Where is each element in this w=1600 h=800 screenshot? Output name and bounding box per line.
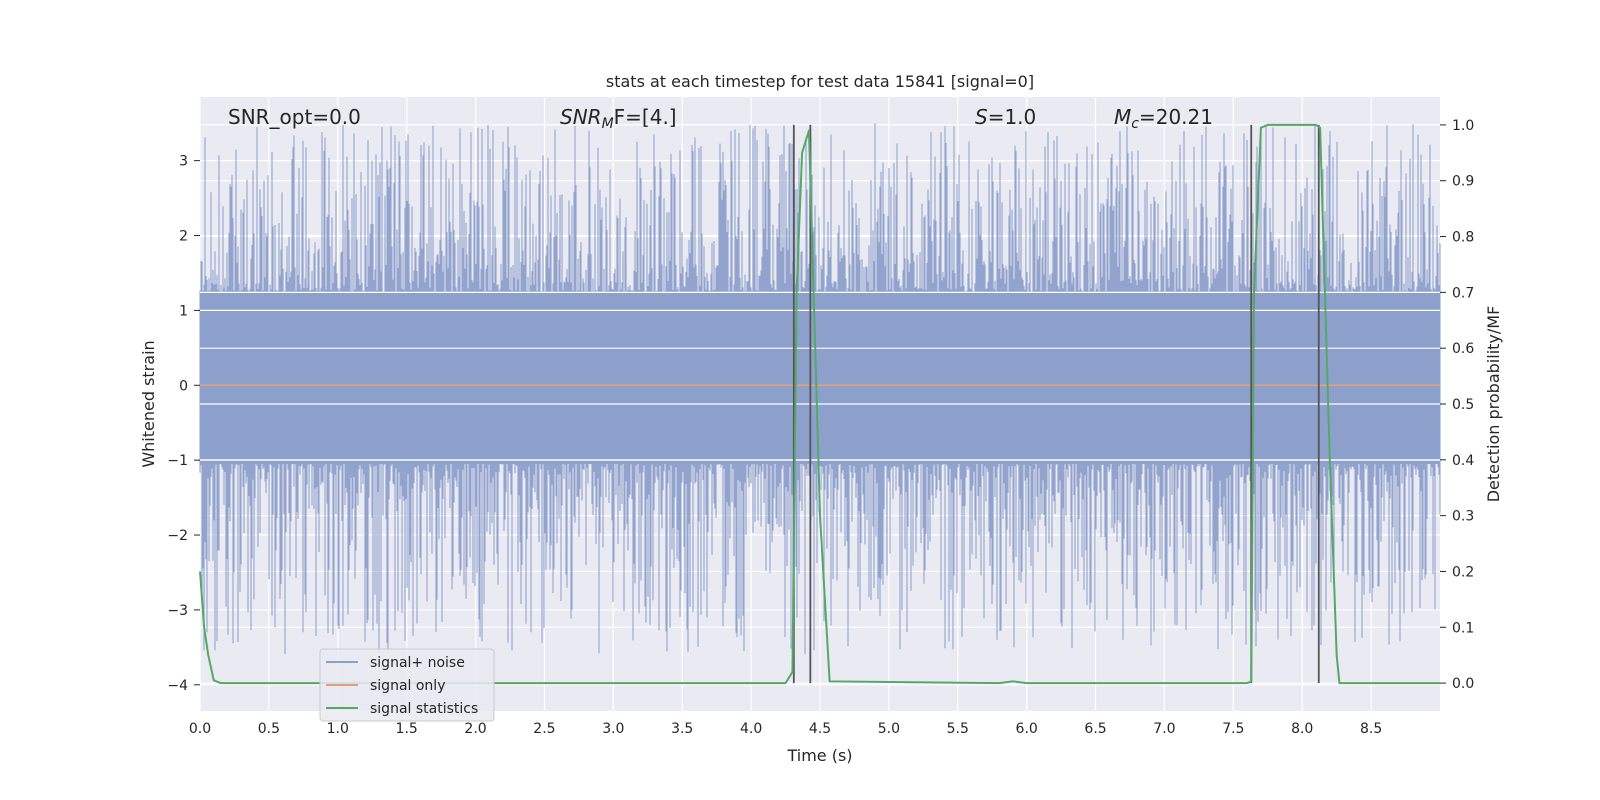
legend-label-signal-only: signal only: [370, 678, 445, 694]
legend-box: [319, 648, 495, 722]
y2-tick-label: 0.0: [1452, 676, 1474, 692]
noise-band: [200, 291, 1440, 464]
y2-tick-label: 0.2: [1452, 564, 1474, 580]
series-signal-statistics: [199, 123, 1440, 685]
annotation-snr-opt: SNR_opt=0.0: [228, 105, 361, 129]
annotation-mc: Mc=20.21: [1114, 105, 1213, 132]
chart-title: stats at each timestep for test data 158…: [606, 72, 1034, 91]
y-tick-label: 1: [179, 303, 188, 319]
annotation-snr-mf-base: SNR: [560, 105, 602, 129]
y-tick-label: −1: [167, 453, 188, 469]
annotation-mc-rest: =20.21: [1139, 105, 1213, 129]
annotation-s: S=1.0: [975, 105, 1036, 129]
y2-tick-label: 0.7: [1452, 285, 1474, 301]
y-axis-ticks: −4 −3 −2 −1 0 1 2 3: [167, 154, 200, 694]
y-axis-label: Whitened strain: [139, 340, 158, 467]
x-tick-label: 6.5: [1084, 721, 1106, 737]
x-axis-label: Time (s): [786, 746, 852, 765]
x-tick-label: 4.5: [809, 721, 831, 737]
y2-axis-ticks: 0.0 0.1 0.2 0.3 0.4 0.5 0.6 0.7 0.8 0.9 1.0: [1440, 118, 1474, 692]
x-tick-label: 0.5: [258, 721, 280, 737]
y2-tick-label: 0.3: [1452, 509, 1474, 525]
y2-tick-label: 1.0: [1452, 118, 1474, 134]
x-tick-label: 3.5: [671, 721, 693, 737]
annotation-mc-sub: c: [1131, 116, 1139, 132]
annotation-snr-mf: SNRMF=[4.]: [560, 105, 677, 132]
x-tick-label: 0.0: [189, 721, 211, 737]
x-tick-label: 2.0: [464, 721, 486, 737]
y2-tick-label: 0.1: [1452, 620, 1474, 636]
x-tick-label: 1.5: [396, 721, 418, 737]
x-tick-label: 8.5: [1360, 721, 1382, 737]
y2-tick-label: 0.8: [1452, 230, 1474, 246]
legend-label-signal-plus-noise: signal+ noise: [370, 655, 465, 671]
x-tick-label: 7.0: [1153, 721, 1175, 737]
annotation-snr-mf-rest: F=[4.]: [614, 105, 677, 129]
legend: signal+ noise signal only signal statist…: [319, 648, 495, 722]
x-tick-label: 6.0: [1016, 721, 1038, 737]
y-tick-label: −3: [167, 603, 188, 619]
x-tick-label: 5.0: [878, 721, 900, 737]
x-tick-label: 5.5: [947, 721, 969, 737]
x-tick-label: 1.0: [327, 721, 349, 737]
y2-tick-label: 0.5: [1452, 397, 1474, 413]
annotation-mc-base: M: [1114, 105, 1131, 129]
x-tick-label: 2.5: [533, 721, 555, 737]
y2-tick-label: 0.6: [1452, 341, 1474, 357]
y2-tick-label: 0.9: [1452, 174, 1474, 190]
y-tick-label: 0: [179, 378, 188, 394]
annotation-s-rest: =1.0: [988, 105, 1037, 129]
legend-label-signal-statistics: signal statistics: [370, 701, 478, 717]
annotation-snr-mf-sub: M: [602, 116, 614, 132]
x-tick-label: 4.0: [740, 721, 762, 737]
y2-tick-label: 0.4: [1452, 453, 1474, 469]
x-tick-label: 7.5: [1222, 721, 1244, 737]
x-axis-ticks: 0.0 0.5 1.0 1.5 2.0 2.5 3.0 3.5 4.0 4.5 5.0 5.5 6.0 6…: [189, 721, 1382, 737]
series-signal-plus-noise: [199, 123, 1441, 655]
x-tick-label: 8.0: [1291, 721, 1313, 737]
signal-statistics-line: [199, 123, 1440, 685]
y2-axis-label: Detection probability/MF: [1484, 306, 1503, 503]
y-tick-label: −4: [167, 678, 188, 694]
annotation-s-base: S: [975, 105, 988, 129]
x-tick-label: 3.0: [602, 721, 624, 737]
y-tick-label: 3: [179, 154, 188, 170]
y-tick-label: 2: [179, 229, 188, 245]
y-tick-label: −2: [167, 528, 188, 544]
